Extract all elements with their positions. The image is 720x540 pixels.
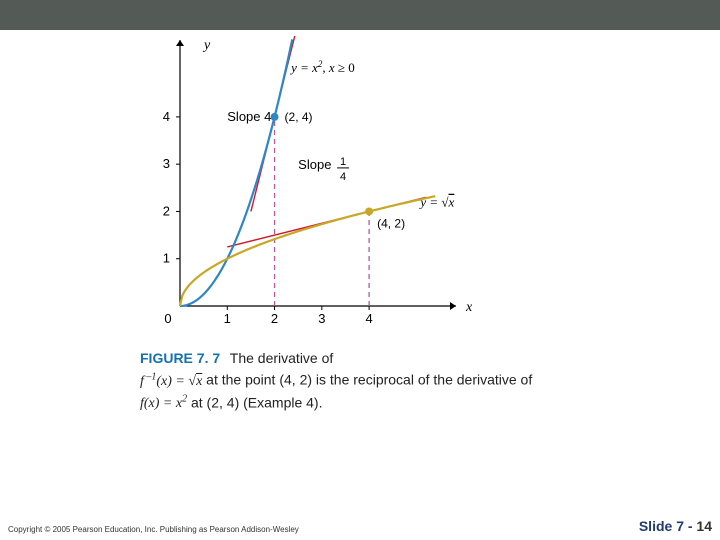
figure-area: 1 2 3 4 1 2 3 4 0 x y (2, 4) (4, 2) Slope 4 y = x2, x … [140,36,580,506]
svg-text:Slope 4: Slope 4 [227,109,271,124]
caption-text-2: at the point (4, 2) is the reciprocal of… [206,372,532,388]
svg-text:y: y [202,38,211,53]
copyright-text: Copyright © 2005 Pearson Education, Inc.… [8,525,299,534]
caption-fx: f(x) = x2 [140,396,187,411]
svg-text:1: 1 [224,311,231,326]
svg-text:4: 4 [163,109,170,124]
figure-caption: FIGURE 7. 7 The derivative of f –1(x) = … [140,348,580,414]
caption-text-1: The derivative of [230,350,334,366]
slide-number-prefix: Slide 7 - [639,518,697,534]
svg-text:y = x2, x ≥ 0: y = x2, x ≥ 0 [289,59,355,75]
svg-text:0: 0 [164,311,171,326]
slide-topbar [0,0,720,30]
svg-text:(2, 4): (2, 4) [285,110,313,124]
slide: 1 2 3 4 1 2 3 4 0 x y (2, 4) (4, 2) Slope 4 y = x2, x … [0,0,720,540]
caption-finv: f –1(x) = √x [140,374,202,389]
figure-number: FIGURE 7. 7 [140,350,220,366]
svg-text:1: 1 [340,156,346,168]
slide-number-page: 14 [696,518,712,534]
svg-text:x: x [465,300,473,315]
chart-svg: 1 2 3 4 1 2 3 4 0 x y (2, 4) (4, 2) Slope 4 y = x2, x … [140,36,520,346]
svg-text:2: 2 [271,311,278,326]
svg-text:3: 3 [318,311,325,326]
svg-text:1: 1 [163,251,170,266]
svg-text:y = √x: y = √x [418,195,454,210]
caption-text-3: at (2, 4) (Example 4). [191,394,323,410]
svg-text:Slope: Slope [298,157,331,172]
slide-number: Slide 7 - 14 [639,518,712,534]
slide-footer: Copyright © 2005 Pearson Education, Inc.… [8,518,712,534]
svg-text:4: 4 [340,171,346,183]
chart: 1 2 3 4 1 2 3 4 0 x y (2, 4) (4, 2) Slope 4 y = x2, x … [140,36,500,336]
svg-text:3: 3 [163,156,170,171]
svg-text:2: 2 [163,203,170,218]
svg-text:4: 4 [365,311,372,326]
svg-text:(4, 2): (4, 2) [377,216,405,230]
